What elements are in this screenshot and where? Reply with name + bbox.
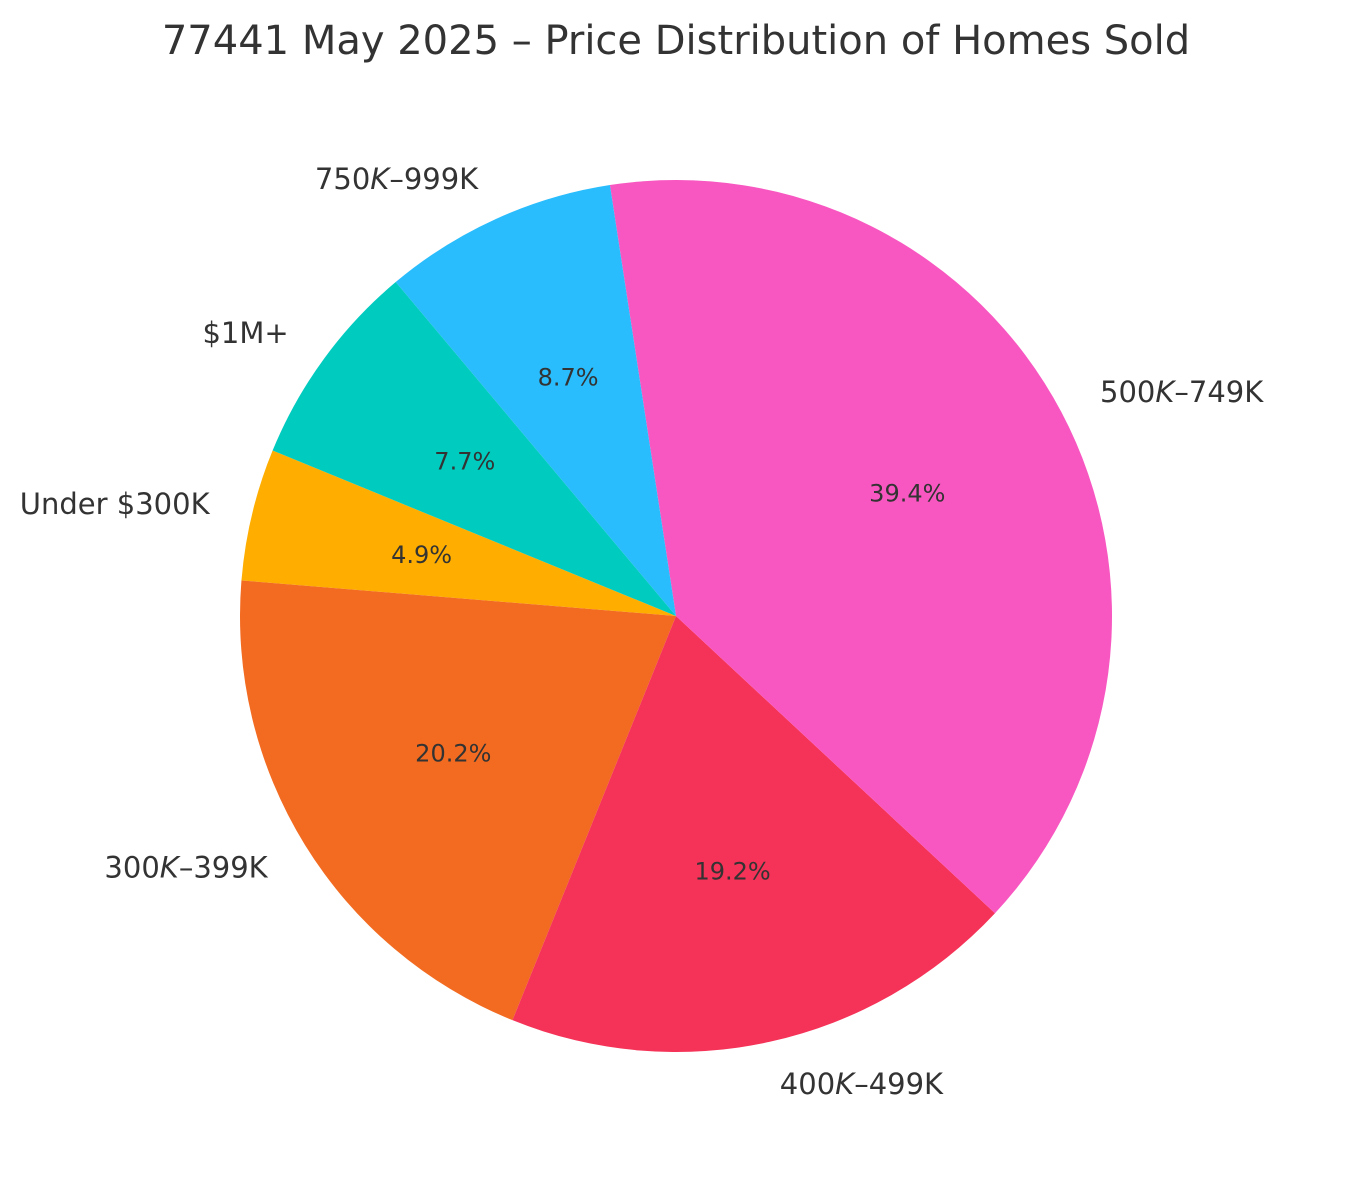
slice-percent-label: 8.7% [538, 364, 599, 392]
slice-category-label: $1M+ [202, 316, 288, 350]
pie-slice [395, 185, 676, 617]
slice-category-label: 750K–999K [315, 162, 479, 196]
pie-slice [272, 282, 676, 616]
label-part: –399K [179, 851, 269, 885]
label-part: $1M+ [202, 316, 288, 350]
label-part: K [160, 851, 181, 885]
pie-slice [512, 616, 995, 1053]
chart-title: 77441 May 2025 – Price Distribution of H… [162, 18, 1190, 64]
slice-category-label: 300K–399K [104, 851, 268, 885]
label-part: K [1155, 375, 1176, 409]
pie-slice [241, 450, 676, 616]
label-part: –999K [389, 162, 479, 196]
label-part: 300 [104, 851, 159, 885]
slice-category-label: 400K–499K [780, 1067, 944, 1101]
slice-category-label: Under $300K [20, 487, 211, 521]
slice-percent-label: 39.4% [869, 480, 945, 508]
slice-percent-label: 7.7% [434, 448, 495, 476]
pie-labels: Under $300K4.9%300K–399K20.2%400K–499K19… [20, 162, 1264, 1101]
label-part: –749K [1174, 375, 1264, 409]
slice-category-label: 500K–749K [1100, 375, 1264, 409]
label-part: K [370, 162, 391, 196]
label-part: 750 [315, 162, 370, 196]
label-part: –499K [854, 1067, 944, 1101]
label-part: 400 [780, 1067, 835, 1101]
slice-percent-label: 20.2% [415, 739, 491, 767]
pie-slices [239, 180, 1113, 1053]
label-part: K [835, 1067, 856, 1101]
label-part: Under $300K [20, 487, 211, 521]
slice-percent-label: 19.2% [694, 857, 770, 885]
pie-slice [609, 180, 1113, 914]
slice-percent-label: 4.9% [391, 541, 452, 569]
label-part: 500 [1100, 375, 1155, 409]
pie-slice [239, 580, 677, 1021]
